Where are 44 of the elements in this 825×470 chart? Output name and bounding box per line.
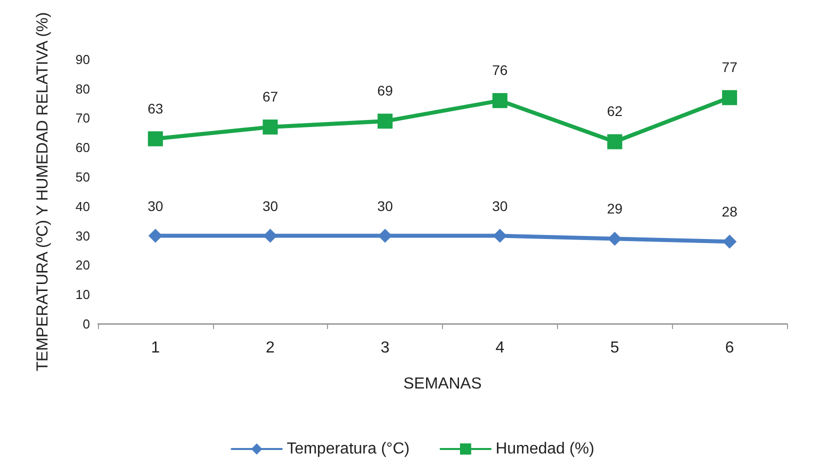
x-axis-title: SEMANAS [403, 376, 482, 392]
y-tick-label: 50 [76, 170, 90, 185]
x-tick-label: 4 [495, 340, 504, 356]
y-axis-title: TEMPERATURA (ºC) Y HUMEDAD RELATIVA (%) [34, 12, 52, 372]
point [148, 131, 163, 146]
point [378, 114, 393, 129]
x-tick-label: 5 [610, 340, 620, 356]
data-label: 30 [377, 198, 394, 214]
data-label: 63 [148, 100, 164, 116]
data-label: 69 [377, 82, 394, 99]
point [263, 228, 278, 243]
x-tick-label: 6 [725, 340, 734, 356]
point [148, 228, 162, 243]
point [607, 134, 622, 150]
data-label: 76 [492, 62, 508, 78]
y-tick-label: 60 [76, 140, 90, 156]
legend-label: Humedad (%) [496, 440, 594, 458]
y-tick-label: 80 [76, 81, 90, 96]
data-label: 30 [262, 198, 278, 214]
y-tick-label: 30 [76, 228, 90, 244]
x-tick-label: 1 [150, 340, 160, 356]
point [262, 120, 278, 135]
y-tick-label: 10 [76, 287, 90, 302]
data-label: 62 [606, 103, 623, 120]
point [608, 232, 622, 246]
data-label: 30 [148, 198, 164, 214]
point [492, 93, 508, 108]
point [492, 228, 507, 243]
y-tick-label: 40 [76, 198, 90, 214]
x-tick-label: 2 [266, 340, 275, 356]
data-label: 67 [262, 88, 278, 105]
y-tick-label: 20 [76, 258, 90, 273]
y-tick-label: 0 [82, 316, 90, 332]
point [378, 228, 392, 243]
data-label: 77 [722, 59, 738, 76]
data-label: 30 [492, 198, 508, 214]
data-label: 28 [722, 204, 738, 220]
point [722, 90, 738, 106]
y-tick-label: 70 [76, 110, 90, 126]
x-tick-label: 3 [380, 340, 390, 356]
point [722, 234, 737, 249]
y-tick-label: 90 [76, 52, 90, 67]
legend-label: Temperatura (°C) [286, 440, 410, 458]
data-label: 29 [606, 200, 623, 217]
